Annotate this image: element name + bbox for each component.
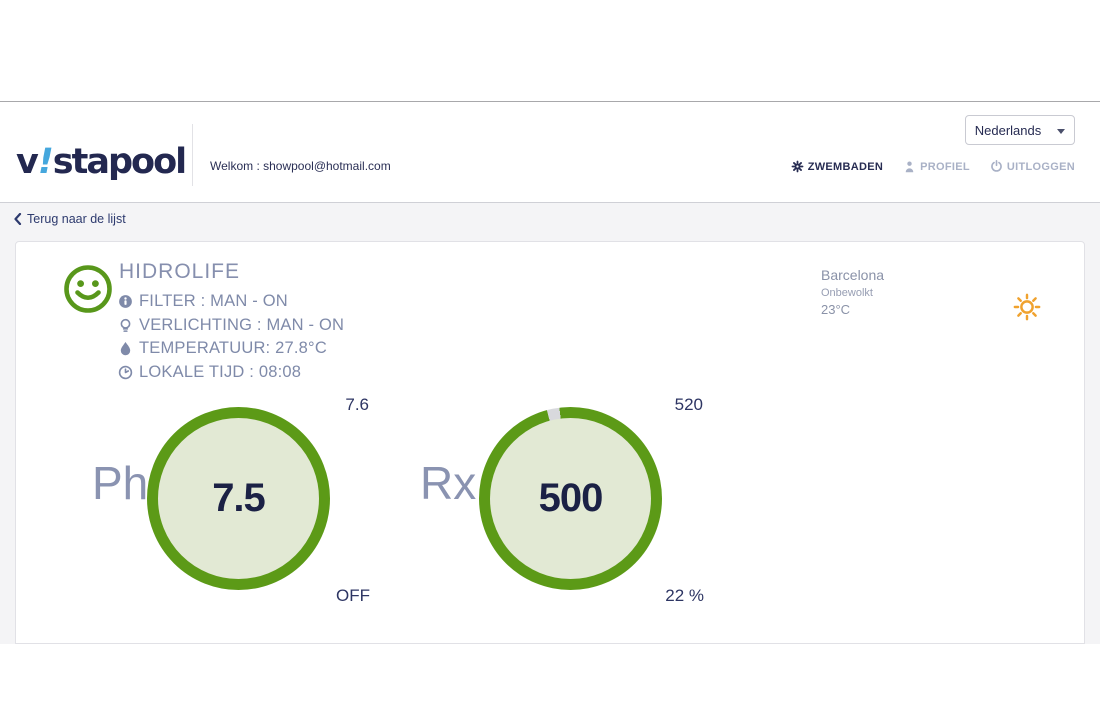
breadcrumb-label: Terug naar de lijst — [27, 212, 126, 226]
nav-item-profiel[interactable]: PROFIEL — [903, 160, 970, 173]
gauge-label-rx: Rx — [420, 457, 477, 509]
top-divider — [0, 101, 1100, 102]
clock-icon — [118, 365, 133, 380]
gear-icon — [791, 160, 804, 173]
droplet-icon — [120, 342, 131, 356]
status-lokale-tijd: LOKALE TIJD : 08:08 — [118, 361, 344, 385]
logo-suffix: stapool — [52, 142, 187, 182]
status-verlichting: VERLICHTING : MAN - ON — [118, 314, 344, 338]
status-temperatuur: TEMPERATUUR: 27.8°C — [118, 337, 344, 361]
welcome-text: Welkom : showpool@hotmail.com — [210, 159, 391, 173]
logo-exclamation: ! — [37, 142, 54, 182]
status-label: VERLICHTING : MAN - ON — [139, 315, 345, 334]
gauge-status-rx: 22 % — [665, 586, 704, 605]
gauge-circle-rx[interactable]: 500 — [479, 407, 662, 590]
chevron-down-icon — [1057, 129, 1065, 134]
main-nav: ZWEMBADEN PROFIEL UITLOGGEN — [791, 160, 1075, 173]
header-vertical-divider — [192, 124, 193, 186]
gauge-value-ph: 7.5 — [212, 476, 266, 520]
content-area: Terug naar de lijst HIDROLIFE FILTER : M… — [0, 203, 1100, 644]
logo-prefix: v — [16, 142, 39, 182]
header: v!stapool Welkom : showpool@hotmail.com … — [0, 102, 1100, 202]
weather-condition: Onbewolkt — [821, 287, 873, 299]
pool-status-list: FILTER : MAN - ON VERLICHTING : MAN - ON… — [118, 290, 344, 384]
nav-label-profiel: PROFIEL — [920, 160, 970, 173]
back-to-list-link[interactable]: Terug naar de lijst — [14, 212, 126, 226]
chevron-left-icon — [14, 213, 22, 225]
weather-city: Barcelona — [821, 267, 885, 283]
gauge-setpoint-rx: 520 — [674, 395, 703, 414]
status-label: TEMPERATUUR: 27.8°C — [139, 339, 327, 358]
pool-name: HIDROLIFE — [119, 260, 241, 283]
status-label: LOKALE TIJD : 08:08 — [139, 363, 302, 382]
power-icon — [991, 160, 1002, 172]
gauge-setpoint-ph: 7.6 — [345, 395, 369, 414]
gauge-status-ph: OFF — [336, 586, 370, 605]
gauge-value-rx: 500 — [538, 476, 604, 520]
smiley-icon — [64, 265, 112, 313]
language-select-value: Nederlands — [974, 123, 1042, 138]
language-select[interactable]: Nederlands — [965, 115, 1075, 145]
nav-item-zwembaden[interactable]: ZWEMBADEN — [791, 160, 883, 173]
person-icon — [905, 161, 914, 173]
nav-label-zwembaden: ZWEMBADEN — [807, 160, 884, 173]
vistapool-logo[interactable]: v!stapool — [16, 142, 187, 182]
nav-item-uitloggen[interactable]: UITLOGGEN — [990, 160, 1075, 173]
nav-label-uitloggen: UITLOGGEN — [1006, 160, 1075, 173]
status-filter: FILTER : MAN - ON — [118, 290, 344, 314]
top-whitespace — [0, 0, 1100, 101]
gauge-label-ph: Ph — [92, 457, 149, 509]
info-icon — [119, 295, 132, 309]
sun-icon — [1013, 293, 1041, 321]
gauge-circle-ph[interactable]: 7.5 — [147, 407, 330, 590]
bulb-icon — [120, 318, 131, 332]
header-bottom-divider — [0, 202, 1100, 203]
pool-card: HIDROLIFE FILTER : MAN - ON VERLICHTING … — [15, 241, 1085, 644]
weather-temperature: 23°C — [821, 302, 851, 317]
status-label: FILTER : MAN - ON — [139, 292, 288, 311]
